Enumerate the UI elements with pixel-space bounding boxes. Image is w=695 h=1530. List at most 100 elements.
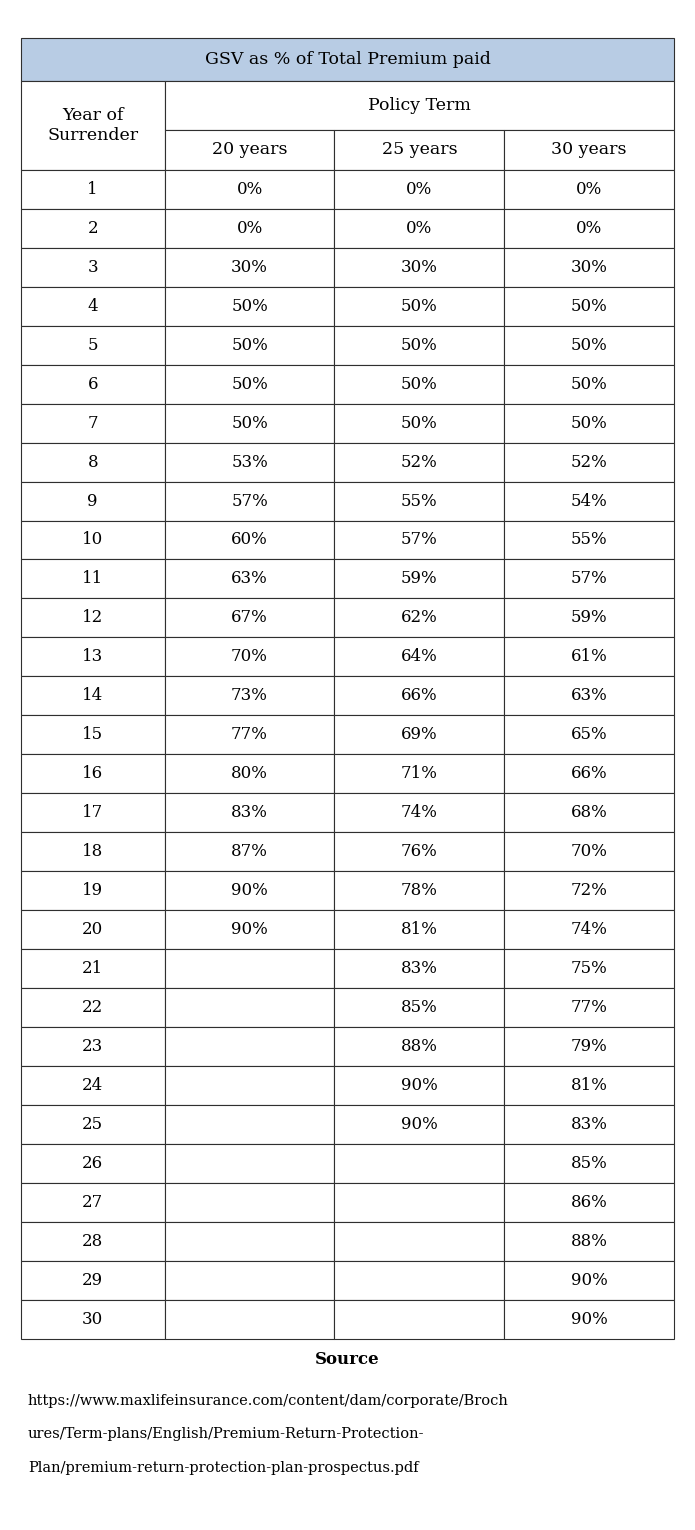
Bar	[505, 1300, 674, 1339]
Text: 9: 9	[88, 493, 98, 509]
Text: 50%: 50%	[231, 298, 268, 315]
Text: 62%: 62%	[401, 609, 438, 626]
Bar	[334, 326, 505, 364]
Bar	[505, 130, 674, 170]
Bar	[505, 716, 674, 754]
Bar	[21, 286, 165, 326]
Bar	[505, 170, 674, 208]
Text: GSV as % of Total Premium paid: GSV as % of Total Premium paid	[204, 50, 491, 69]
Text: 79%: 79%	[571, 1037, 607, 1056]
Bar	[21, 638, 165, 676]
Bar	[21, 754, 165, 793]
Text: 63%: 63%	[231, 571, 268, 588]
Text: 61%: 61%	[571, 649, 607, 666]
Text: Policy Term: Policy Term	[368, 96, 471, 115]
Bar	[334, 832, 505, 871]
Bar	[21, 1066, 165, 1105]
Text: 30%: 30%	[401, 259, 438, 275]
Bar	[505, 560, 674, 598]
Text: 83%: 83%	[231, 805, 268, 822]
Bar	[334, 1261, 505, 1300]
Text: 76%: 76%	[401, 843, 438, 860]
Bar	[505, 1027, 674, 1066]
Text: 50%: 50%	[231, 376, 268, 393]
Text: 27: 27	[82, 1193, 104, 1210]
Bar	[334, 1300, 505, 1339]
Text: 86%: 86%	[571, 1193, 607, 1210]
Bar	[165, 754, 334, 793]
Bar	[505, 1066, 674, 1105]
Bar	[21, 364, 165, 404]
Bar	[165, 716, 334, 754]
Bar	[165, 793, 334, 832]
Bar	[505, 248, 674, 286]
Text: 20 years: 20 years	[212, 141, 287, 159]
Bar	[165, 364, 334, 404]
Text: 74%: 74%	[571, 921, 607, 938]
Bar	[165, 1222, 334, 1261]
Text: 50%: 50%	[231, 337, 268, 353]
Text: 81%: 81%	[571, 1077, 607, 1094]
Bar	[21, 910, 165, 949]
Bar	[505, 1222, 674, 1261]
Text: Year of
Surrender: Year of Surrender	[47, 107, 138, 144]
Bar	[334, 1066, 505, 1105]
Bar	[165, 871, 334, 910]
Text: 88%: 88%	[401, 1037, 438, 1056]
Bar	[165, 442, 334, 482]
Bar	[21, 520, 165, 560]
Bar	[334, 1222, 505, 1261]
Bar	[165, 520, 334, 560]
Bar	[334, 520, 505, 560]
Bar	[334, 442, 505, 482]
Bar	[505, 326, 674, 364]
Text: 10: 10	[82, 531, 104, 548]
Text: 25: 25	[82, 1115, 104, 1132]
Bar	[505, 442, 674, 482]
Bar	[334, 1144, 505, 1183]
Text: 23: 23	[82, 1037, 104, 1056]
Bar	[334, 910, 505, 949]
Bar	[334, 1105, 505, 1144]
Text: 59%: 59%	[401, 571, 438, 588]
Text: 0%: 0%	[576, 220, 603, 237]
Text: 83%: 83%	[401, 961, 438, 978]
Text: 15: 15	[82, 727, 104, 744]
Text: 0%: 0%	[236, 220, 263, 237]
Text: 29: 29	[82, 1271, 104, 1288]
Text: 83%: 83%	[571, 1115, 607, 1132]
Bar	[505, 1261, 674, 1300]
Bar	[334, 364, 505, 404]
Text: 0%: 0%	[236, 181, 263, 197]
Bar	[334, 248, 505, 286]
Bar	[334, 1183, 505, 1222]
Bar	[21, 482, 165, 520]
Text: 66%: 66%	[401, 687, 438, 704]
Text: 77%: 77%	[231, 727, 268, 744]
Text: ures/Term-plans/English/Premium-Return-Protection-: ures/Term-plans/English/Premium-Return-P…	[28, 1427, 425, 1441]
Bar	[165, 208, 334, 248]
Bar	[334, 676, 505, 716]
Text: 28: 28	[82, 1233, 104, 1250]
Bar	[165, 598, 334, 638]
Bar	[21, 560, 165, 598]
Text: 78%: 78%	[401, 883, 438, 900]
Text: 50%: 50%	[231, 415, 268, 431]
Text: 30: 30	[82, 1311, 104, 1328]
Bar	[505, 482, 674, 520]
Bar	[21, 949, 165, 988]
Text: 7: 7	[88, 415, 98, 431]
Text: 20: 20	[82, 921, 104, 938]
Bar	[21, 248, 165, 286]
Text: 50%: 50%	[571, 337, 607, 353]
Bar	[334, 404, 505, 442]
Bar	[505, 286, 674, 326]
Bar	[505, 1183, 674, 1222]
Bar	[21, 442, 165, 482]
Text: 50%: 50%	[571, 298, 607, 315]
Bar	[334, 1027, 505, 1066]
Text: 53%: 53%	[231, 453, 268, 471]
Text: 77%: 77%	[571, 999, 607, 1016]
Bar	[165, 404, 334, 442]
Text: 90%: 90%	[571, 1311, 607, 1328]
